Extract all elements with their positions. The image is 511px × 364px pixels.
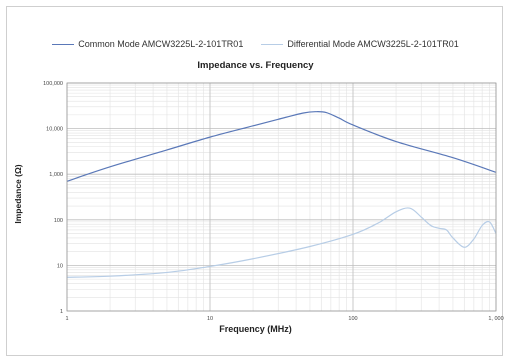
y-tick-label: 100 [54,218,63,224]
y-tick-label: 1 [60,309,63,315]
series-line-common-mode [66,111,497,182]
x-tick-label: 10 [207,316,213,322]
legend-label-differential-mode: Differential Mode AMCW3225L-2-101TR01 [287,39,459,49]
legend-label-common-mode: Common Mode AMCW3225L-2-101TR01 [78,39,244,49]
y-tick-label: 10,000 [46,127,63,133]
chart-title: Impedance vs. Frequency [197,60,314,71]
x-axis-label: Frequency (MHz) [219,324,292,334]
x-tick-label: 100 [348,316,357,322]
x-tick-label: 1, 000 [488,316,503,322]
y-tick-label: 100,000 [43,81,63,87]
series-line-differential-mode [66,207,497,278]
legend: Common Mode AMCW3225L-2-101TR01 Differen… [0,39,511,49]
legend-item-differential-mode: Differential Mode AMCW3225L-2-101TR01 [261,39,459,49]
x-tick-label: 1 [65,316,68,322]
y-tick-label: 10 [57,263,63,269]
legend-swatch-common-mode [52,43,75,45]
y-tick-label: 1,000 [49,172,63,178]
plot-border [66,82,497,312]
legend-item-common-mode: Common Mode AMCW3225L-2-101TR01 [52,39,243,49]
legend-swatch-differential-mode [261,43,284,45]
